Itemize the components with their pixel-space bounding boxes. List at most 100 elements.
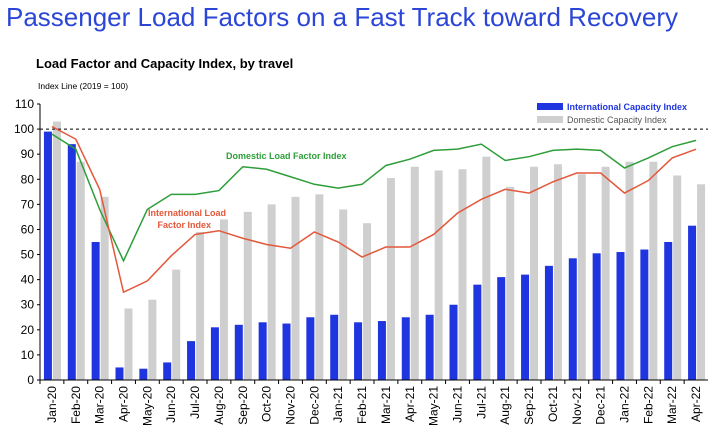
bar-international-capacity	[473, 284, 482, 380]
x-tick-label: Apr-20	[117, 386, 131, 422]
bar-domestic-capacity	[124, 308, 133, 380]
bar-international-capacity	[544, 265, 553, 380]
bar-international-capacity	[568, 258, 577, 380]
line-domestic-load-factor-index	[51, 133, 697, 263]
bar-international-capacity	[282, 323, 291, 380]
x-tick-label: Jul-20	[188, 386, 202, 419]
x-tick-label: Nov-20	[284, 386, 298, 425]
x-tick-label: Jun-20	[164, 386, 178, 423]
bar-domestic-capacity	[386, 178, 395, 380]
x-tick-label: Apr-21	[403, 386, 417, 422]
bar-domestic-capacity	[52, 121, 61, 381]
bar-domestic-capacity	[219, 219, 228, 380]
x-tick-label: Jan-20	[45, 386, 59, 423]
x-tick-label: Oct-20	[260, 386, 274, 422]
x-tick-label: Mar-20	[93, 386, 107, 424]
bar-international-capacity	[115, 367, 124, 380]
bar-domestic-capacity	[291, 196, 300, 380]
y-tick-label: 60	[21, 222, 35, 236]
x-tick-label: Oct-21	[546, 386, 560, 422]
bar-domestic-capacity	[76, 161, 85, 380]
bar-international-capacity	[377, 321, 386, 380]
bar-international-capacity	[497, 277, 506, 380]
bar-domestic-capacity	[410, 166, 419, 380]
bar-international-capacity	[592, 253, 601, 380]
bar-international-capacity	[449, 304, 458, 380]
bar-domestic-capacity	[148, 299, 157, 380]
x-tick-label: Nov-21	[570, 386, 584, 425]
bar-international-capacity	[401, 317, 410, 380]
bar-international-capacity	[425, 314, 434, 380]
x-tick-label: Apr-22	[689, 386, 703, 422]
bar-international-capacity	[521, 274, 530, 380]
bar-domestic-capacity	[100, 196, 109, 380]
y-tick-label: 110	[15, 97, 34, 111]
x-tick-label: Feb-20	[69, 386, 83, 424]
bar-domestic-capacity	[172, 269, 181, 380]
bar-domestic-capacity	[243, 211, 252, 380]
bar-international-capacity	[640, 249, 649, 380]
x-tick-label: Feb-22	[641, 386, 655, 424]
bar-international-capacity	[258, 322, 267, 380]
bar-domestic-capacity	[434, 170, 443, 380]
x-tick-label: Jul-21	[474, 386, 488, 419]
y-tick-label: 10	[21, 348, 35, 362]
bar-domestic-capacity	[506, 186, 515, 380]
bar-domestic-capacity	[697, 184, 706, 380]
bar-international-capacity	[664, 242, 673, 380]
bar-domestic-capacity	[363, 223, 372, 380]
legend-swatch-international-capacity	[537, 103, 563, 110]
bar-international-capacity	[163, 362, 172, 380]
bar-domestic-capacity	[482, 156, 491, 380]
bar-international-capacity	[688, 225, 697, 380]
y-tick-label: 90	[21, 147, 35, 161]
annotation-international-load-factor: Factor Index	[157, 220, 211, 230]
chart-title: Load Factor and Capacity Index, by trave…	[36, 56, 294, 71]
bar-domestic-capacity	[267, 204, 276, 380]
bar-domestic-capacity	[315, 194, 324, 380]
x-tick-label: May-20	[140, 386, 154, 426]
x-tick-label: Sep-20	[236, 386, 250, 425]
bar-international-capacity	[91, 242, 100, 380]
index-note: Index Line (2019 = 100)	[38, 81, 129, 91]
y-tick-label: 30	[21, 298, 35, 312]
bar-domestic-capacity	[673, 175, 682, 380]
y-tick-label: 20	[21, 323, 35, 337]
x-tick-label: Mar-22	[665, 386, 679, 424]
x-tick-label: Mar-21	[379, 386, 393, 424]
bar-domestic-capacity	[625, 161, 634, 380]
legend-label-international-capacity: International Capacity Index	[567, 102, 687, 112]
x-tick-label: Aug-21	[498, 386, 512, 425]
bar-international-capacity	[234, 324, 243, 380]
bar-domestic-capacity	[577, 174, 586, 380]
page-headline: Passenger Load Factors on a Fast Track t…	[6, 2, 678, 32]
y-tick-label: 80	[21, 172, 35, 186]
annotation-domestic-load-factor: Domestic Load Factor Index	[226, 151, 347, 161]
x-tick-label: Jun-21	[451, 386, 465, 423]
x-tick-label: Aug-20	[212, 386, 226, 425]
bar-international-capacity	[616, 252, 625, 380]
bar-international-capacity	[354, 322, 363, 380]
annotation-international-load-factor: International Load	[148, 208, 226, 218]
bar-international-capacity	[187, 341, 196, 380]
bar-international-capacity	[330, 314, 339, 380]
x-tick-label: Jan-21	[331, 386, 345, 423]
bar-domestic-capacity	[458, 169, 467, 380]
x-tick-label: Feb-21	[355, 386, 369, 424]
bar-domestic-capacity	[196, 231, 205, 380]
x-tick-label: May-21	[427, 386, 441, 426]
bar-international-capacity	[43, 131, 52, 380]
line-international-load-factor-index	[51, 125, 697, 294]
y-tick-label: 0	[27, 373, 34, 387]
bar-domestic-capacity	[649, 161, 658, 380]
bar-domestic-capacity	[601, 166, 610, 380]
x-tick-label: Sep-21	[522, 386, 536, 425]
bar-domestic-capacity	[553, 164, 562, 380]
y-tick-label: 100	[14, 122, 34, 136]
x-tick-label: Dec-21	[594, 386, 608, 425]
bar-domestic-capacity	[339, 209, 348, 380]
bar-international-capacity	[139, 368, 148, 380]
y-tick-label: 70	[21, 197, 35, 211]
bar-international-capacity	[210, 327, 219, 380]
